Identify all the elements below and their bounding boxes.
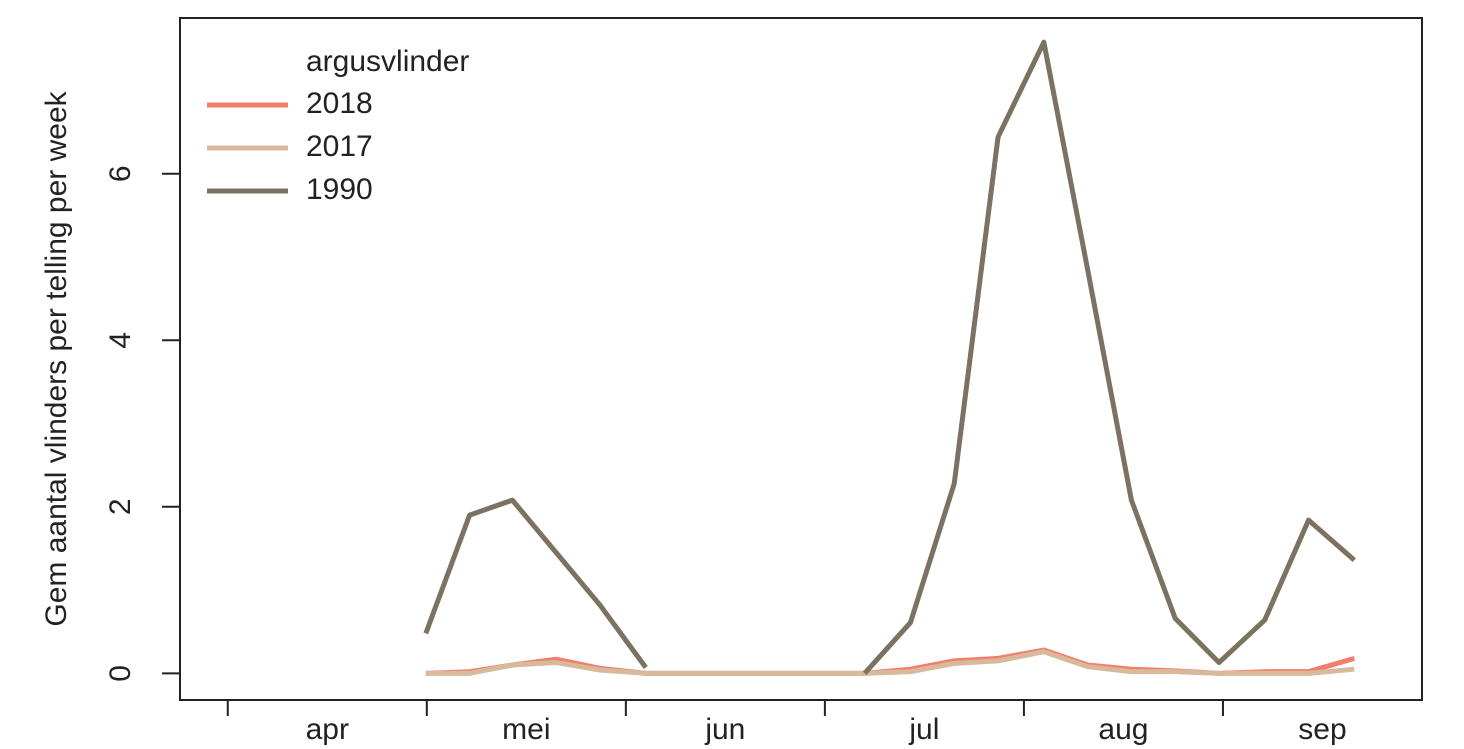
y-axis-label: Gem aantal vlinders per telling per week (40, 90, 73, 626)
legend-title: argusvlinder (306, 45, 469, 78)
x-tick-label: jul (908, 713, 939, 746)
x-tick-label: mei (502, 713, 550, 746)
y-tick-label: 6 (104, 165, 137, 182)
series-line (423, 39, 1356, 676)
legend-label: 1990 (306, 173, 373, 206)
x-tick-label: jun (704, 713, 745, 746)
y-tick-label: 0 (104, 665, 137, 682)
series-line (425, 649, 1355, 676)
plot-frame (179, 17, 1423, 701)
y-tick-label: 4 (104, 332, 137, 349)
legend-label: 2017 (306, 130, 373, 163)
x-tick-label: apr (306, 713, 349, 746)
x-tick-label: sep (1298, 713, 1346, 746)
x-tick-label: aug (1098, 713, 1148, 746)
y-tick-label: 2 (104, 498, 137, 515)
legend-label: 2018 (306, 87, 373, 120)
